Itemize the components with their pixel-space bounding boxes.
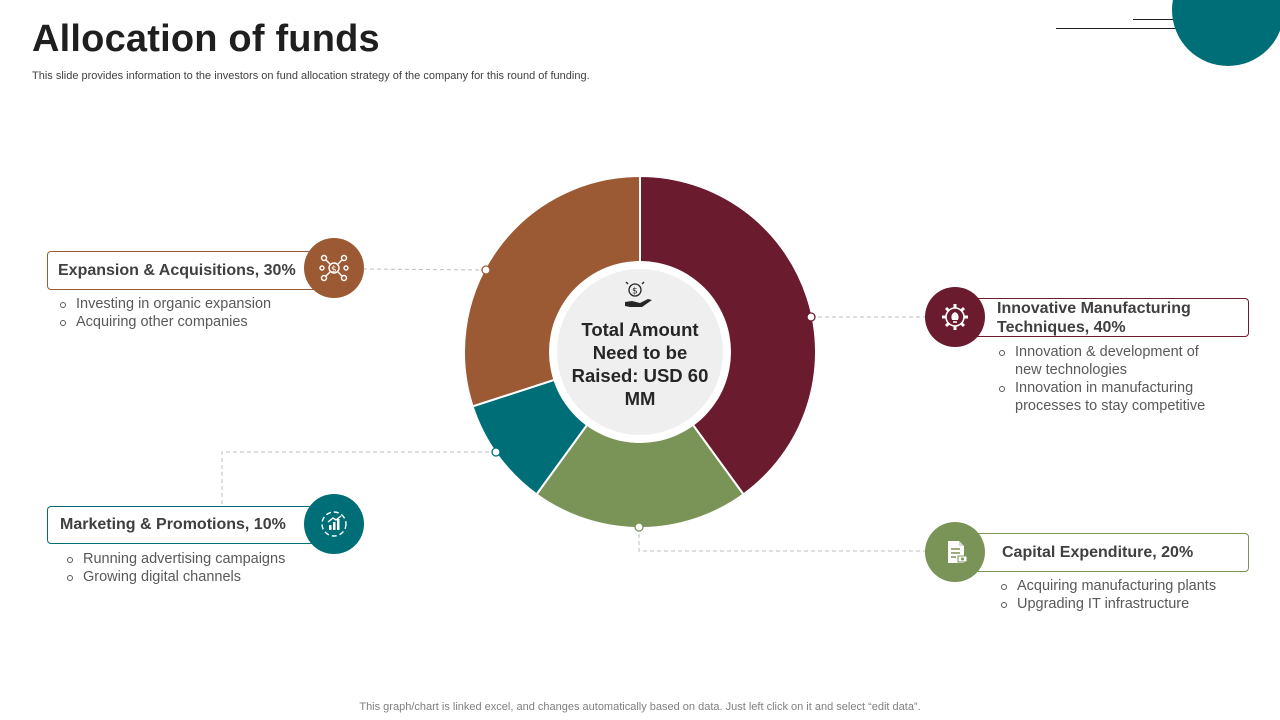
money-hand-icon: $ [625,281,652,307]
label-capex-text: Capital Expenditure, 20% [1002,543,1194,561]
bullets-expansion: Investing in organic expansion Acquiring… [58,295,318,331]
connector-dot-innovative [806,312,816,322]
document-money-icon [925,522,985,582]
donut-center-fill [557,269,723,435]
dollar-network-icon: $ [304,238,364,298]
svg-text:$: $ [331,265,337,275]
label-marketing: Marketing & Promotions, 10% [47,506,319,544]
list-item: Growing digital channels [65,568,325,586]
list-item: Upgrading IT infrastructure [999,595,1239,613]
label-innovative: Innovative Manufacturing Techniques, 40% [960,298,1249,337]
innovation-gear-bulb-icon [925,287,985,347]
label-marketing-text: Marketing & Promotions, 10% [60,516,286,533]
footer-note: This graph/chart is linked excel, and ch… [359,701,921,713]
page-subtitle: This slide provides information to the i… [32,70,590,82]
digital-marketing-icon [304,494,364,554]
connector-expansion [363,268,487,271]
list-item: Running advertising campaigns [65,550,325,568]
list-item: Investing in organic expansion [58,295,318,313]
page-title: Allocation of funds [32,18,380,60]
connector-marketing [221,451,496,506]
label-expansion: Expansion & Acquisitions, 30% [47,251,319,290]
list-item: Innovation & development of new technolo… [997,343,1227,379]
label-capex: Capital Expenditure, 20% [960,533,1249,572]
bullets-capex: Acquiring manufacturing plants Upgrading… [999,577,1239,613]
list-item: Acquiring other companies [58,313,318,331]
connector-dot-capex [634,522,644,532]
donut-center-label: Total Amount Need to be Raised: USD 60 M… [571,319,709,409]
list-item: Innovation in manufacturing processes to… [997,379,1227,415]
connector-dot-marketing [491,447,501,457]
list-item: Acquiring manufacturing plants [999,577,1239,595]
connector-dot-expansion [481,265,491,275]
label-expansion-text: Expansion & Acquisitions, 30% [58,261,296,279]
label-innovative-text: Innovative Manufacturing Techniques, 40% [997,299,1191,336]
bullets-innovative: Innovation & development of new technolo… [997,343,1227,415]
svg-text:$: $ [632,287,638,297]
bullets-marketing: Running advertising campaigns Growing di… [65,550,325,586]
connector-capex [638,527,928,552]
decor-line-bottom [1056,28,1210,29]
